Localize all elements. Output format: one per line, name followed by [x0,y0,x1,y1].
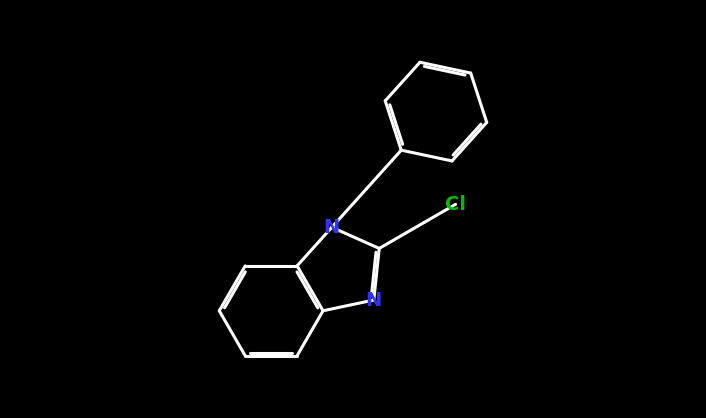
Text: Cl: Cl [445,195,466,214]
Text: N: N [323,218,340,237]
Text: N: N [366,291,382,309]
